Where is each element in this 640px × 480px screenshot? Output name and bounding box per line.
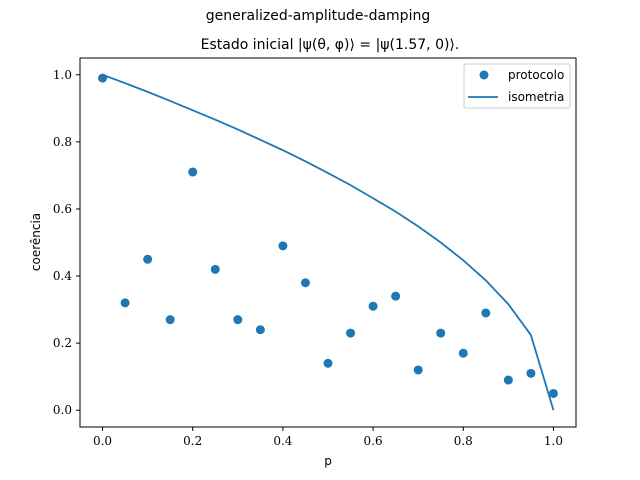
y-axis: 0.0 0.2 0.4 0.6 0.8 1.0 bbox=[53, 68, 80, 417]
scatter-point-protocolo bbox=[503, 375, 513, 385]
y-tick-label: 0.2 bbox=[53, 336, 72, 350]
scatter-point-protocolo bbox=[458, 348, 468, 358]
x-tick-label: 0.0 bbox=[93, 434, 112, 448]
scatter-point-protocolo bbox=[255, 325, 265, 335]
scatter-point-protocolo bbox=[188, 167, 198, 177]
scatter-point-protocolo bbox=[526, 368, 536, 378]
scatter-point-protocolo bbox=[233, 315, 243, 325]
scatter-point-protocolo bbox=[165, 315, 175, 325]
y-tick-label: 0.6 bbox=[53, 202, 72, 216]
scatter-point-protocolo bbox=[548, 388, 558, 398]
plot-area bbox=[98, 73, 558, 411]
axes-frame bbox=[79, 57, 577, 428]
scatter-point-protocolo bbox=[120, 298, 130, 308]
legend-marker-protocolo bbox=[479, 70, 489, 80]
x-axis: 0.0 0.2 0.4 0.6 0.8 1.0 bbox=[93, 427, 563, 448]
scatter-point-protocolo bbox=[300, 278, 310, 288]
scatter-point-protocolo bbox=[368, 301, 378, 311]
legend: protocolo isometria bbox=[463, 63, 571, 109]
y-tick-label: 1.0 bbox=[53, 68, 72, 82]
scatter-point-protocolo bbox=[413, 365, 423, 375]
y-tick-label: 0.8 bbox=[53, 135, 72, 149]
chart-subtitle: Estado inicial |ψ(θ, φ)⟩ = |ψ(1.57, 0)⟩. bbox=[201, 37, 460, 53]
y-axis-label: coerência bbox=[29, 213, 43, 271]
scatter-point-protocolo bbox=[481, 308, 491, 318]
x-tick-label: 1.0 bbox=[544, 434, 563, 448]
scatter-point-protocolo bbox=[210, 264, 220, 274]
legend-label-protocolo: protocolo bbox=[508, 68, 564, 82]
y-tick-label: 0.4 bbox=[53, 269, 72, 283]
x-tick-label: 0.4 bbox=[273, 434, 292, 448]
x-tick-label: 0.8 bbox=[454, 434, 473, 448]
scatter-point-protocolo bbox=[391, 291, 401, 301]
scatter-point-protocolo bbox=[98, 73, 108, 83]
scatter-point-protocolo bbox=[323, 358, 333, 368]
series-line-isometria bbox=[102, 73, 555, 411]
scatter-point-protocolo bbox=[346, 328, 356, 338]
scatter-point-protocolo bbox=[143, 254, 153, 264]
chart-title: generalized-amplitude-damping bbox=[206, 8, 430, 24]
scatter-point-protocolo bbox=[278, 241, 288, 251]
x-axis-label: p bbox=[324, 454, 332, 468]
y-tick-label: 0.0 bbox=[53, 403, 72, 417]
x-tick-label: 0.6 bbox=[364, 434, 383, 448]
scatter-point-protocolo bbox=[436, 328, 446, 338]
x-tick-label: 0.2 bbox=[183, 434, 202, 448]
legend-label-isometria: isometria bbox=[508, 90, 564, 104]
